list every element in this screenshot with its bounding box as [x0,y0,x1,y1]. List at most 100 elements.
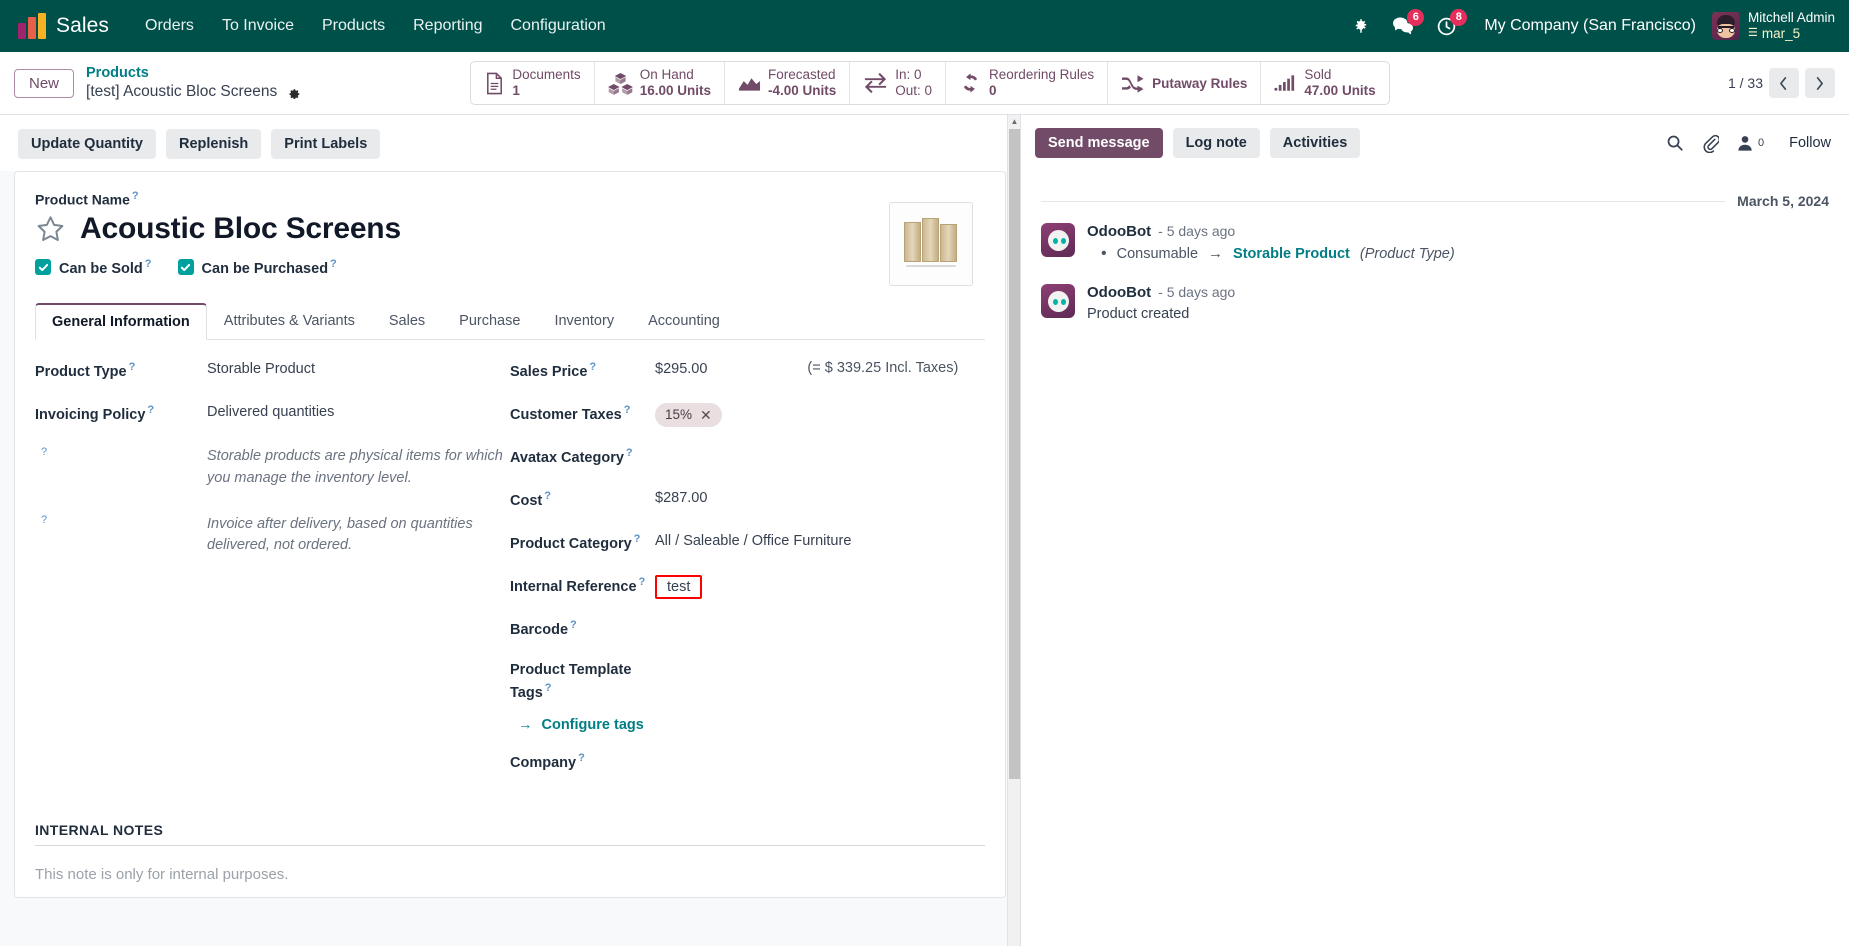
close-icon[interactable]: ✕ [700,407,712,424]
update-quantity-button[interactable]: Update Quantity [18,129,156,159]
previous-icon[interactable] [1768,68,1799,98]
arrows-icon [863,72,888,94]
form-tabs: General Information Attributes & Variant… [35,302,985,340]
tab-sales[interactable]: Sales [388,313,426,329]
help-icon[interactable]: ? [144,257,152,270]
tab-inventory[interactable]: Inventory [554,313,615,329]
can-be-sold-checkbox[interactable] [35,259,51,276]
tab-purchase[interactable]: Purchase [459,313,521,329]
tab-accounting[interactable]: Accounting [648,313,720,329]
sales-price-value[interactable]: $295.00 [655,361,708,377]
menu-item-orders[interactable]: Orders [145,17,194,34]
help-icon[interactable]: ? [131,190,139,202]
gear-icon[interactable] [286,85,301,100]
breadcrumb-products[interactable]: Products [86,65,149,82]
message-author[interactable]: OdooBot [1087,284,1152,301]
title-row: Product Name? Acoustic Bloc Screens [35,190,985,286]
bug-icon[interactable] [1341,13,1381,39]
clock-icon[interactable]: 8 [1425,8,1468,41]
field-product-category: Product Category? All / Saleable / Offic… [510,532,985,556]
scroll-up-icon[interactable]: ▲ [1008,115,1020,128]
form-scrollbar-thumb[interactable] [1009,129,1020,779]
help-icon[interactable]: ? [128,361,136,373]
breadcrumb: Products [test] Acoustic Bloc Screens [86,64,301,102]
general-information-panel: Product Type? Storable Product Invoicing… [35,340,985,794]
product-type-value[interactable]: Storable Product [207,361,316,377]
tracking-new-value: Storable Product [1233,245,1350,262]
navbar-right: 6 8 My Company (San Francisco) Mitchell … [1341,8,1835,41]
stat-button-forecasted[interactable]: Forecasted -4.00 Units [725,62,851,104]
print-labels-button[interactable]: Print Labels [271,129,381,159]
paperclip-icon[interactable] [1701,134,1719,153]
star-icon[interactable] [35,214,66,244]
help-icon[interactable]: ? [623,404,631,416]
follow-button[interactable]: Follow [1789,135,1831,151]
help-icon[interactable]: ? [570,619,577,632]
messages-icon[interactable]: 6 [1381,9,1425,40]
can-be-sold-field[interactable]: Can be Sold? [35,257,152,277]
new-button[interactable]: New [14,68,75,98]
followers-icon[interactable]: 0 [1736,134,1764,152]
internal-reference-input[interactable]: test [655,575,703,600]
help-icon[interactable]: ? [41,446,48,458]
stat-button-sold[interactable]: Sold 47.00 Units [1261,62,1388,104]
field-product-template-tags: Product Template Tags? [510,661,985,703]
help-icon[interactable]: ? [633,533,641,546]
configure-tags-link[interactable]: → Configure tags [518,717,985,733]
stat-button-on-hand[interactable]: On Hand 16.00 Units [595,62,725,104]
product-flags: Can be Sold? Can be Purchased? [35,257,889,277]
internal-notes-heading: INTERNAL NOTES [35,822,985,847]
product-image[interactable] [889,202,973,286]
stat-button-putaway-rules[interactable]: Putaway Rules [1108,62,1262,104]
invoicing-policy-value[interactable]: Delivered quantities [207,404,335,420]
odoo-logo-icon[interactable] [18,13,48,39]
help-icon[interactable]: ? [638,576,646,589]
help-icon[interactable]: ? [625,447,633,460]
activities-button[interactable]: Activities [1269,128,1361,158]
tab-attributes-variants[interactable]: Attributes & Variants [223,313,355,329]
help-icon[interactable]: ? [578,752,585,765]
stat-label-out: Out: 0 [895,83,933,98]
stat-button-documents[interactable]: Documents 1 [471,62,595,104]
menu-item-reporting[interactable]: Reporting [413,17,483,34]
message-author[interactable]: OdooBot [1087,223,1152,240]
stat-button-in-out[interactable]: In: 0 Out: 0 [850,62,947,104]
message-time: - 5 days ago [1158,223,1236,239]
next-icon[interactable] [1804,68,1835,98]
company-switcher[interactable]: My Company (San Francisco) [1484,17,1696,34]
menu-item-to-invoice[interactable]: To Invoice [221,17,294,34]
stat-button-reordering-rules[interactable]: Reordering Rules 0 [946,62,1109,104]
help-icon[interactable]: ? [330,257,337,270]
log-note-button[interactable]: Log note [1172,128,1260,158]
replenish-button[interactable]: Replenish [165,129,262,159]
field-barcode: Barcode? [510,618,985,642]
product-category-value[interactable]: All / Saleable / Office Furniture [655,533,852,550]
stat-buttons: Documents 1 On Hand [470,61,1390,105]
can-be-purchased-checkbox[interactable] [177,259,194,276]
can-be-sold-label: Can be Sold? [59,257,152,277]
help-icon[interactable]: ? [147,404,155,416]
refresh-icon [959,72,982,94]
menu-item-configuration[interactable]: Configuration [510,17,606,34]
cost-value[interactable]: $287.00 [655,490,708,507]
can-be-purchased-field[interactable]: Can be Purchased? [177,257,337,276]
user-menu[interactable]: Mitchell Admin ☰ mar_5 [1708,10,1835,41]
form-scrollbar[interactable]: ▲ ▼ [1007,115,1020,946]
search-icon[interactable] [1666,134,1684,152]
help-icon[interactable]: ? [41,513,48,526]
configure-tags-label: Configure tags [541,717,644,734]
help-icon[interactable]: ? [544,681,552,694]
followers-count: 0 [1757,137,1765,149]
tax-tag[interactable]: 15% ✕ [655,403,722,428]
help-icon[interactable]: ? [589,361,597,373]
arrow-right-icon: → [518,717,533,734]
messages-badge: 6 [1407,9,1425,26]
stat-value-sold: 47.00 Units [1304,83,1376,98]
tax-tag-label: 15% [665,407,693,422]
tab-general-information[interactable]: General Information [35,303,207,340]
internal-notes-input[interactable]: This note is only for internal purposes. [35,866,289,884]
menu-item-products[interactable]: Products [321,17,386,34]
app-name[interactable]: Sales [56,14,110,37]
send-message-button[interactable]: Send message [1035,128,1163,158]
help-icon[interactable]: ? [544,490,551,503]
